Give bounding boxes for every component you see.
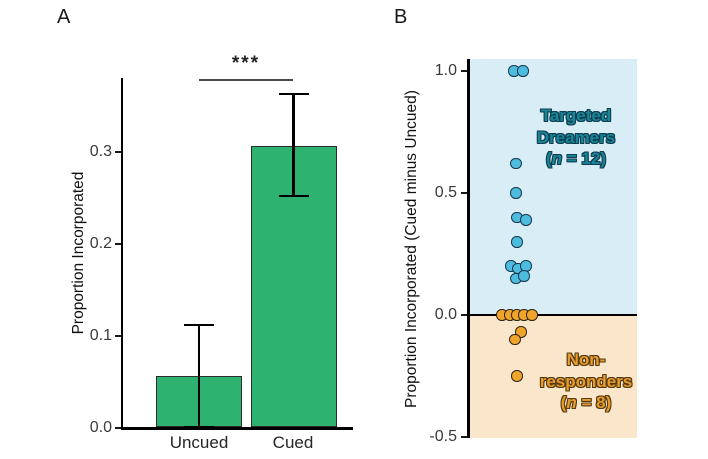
error-bar-cap-bottom: [278, 194, 309, 198]
panel-a-y-tick-mark: [115, 335, 121, 337]
data-point: [511, 236, 523, 248]
significance-line: [199, 79, 293, 81]
panel-a-y-axis: [121, 78, 123, 429]
targeted-line1: Targeted: [540, 106, 612, 125]
panel-b-y-tick-label: 0.0: [434, 306, 457, 323]
panel-b-label: B: [394, 6, 408, 28]
error-bar-cap-top: [278, 93, 309, 96]
non-n-count: (n = 8): [560, 393, 612, 412]
panel-a-y-tick-label: 0.3: [89, 143, 112, 160]
data-point: [515, 326, 527, 338]
targeted-dreamers-annotation: Targeted Dreamers (n = 12): [500, 105, 652, 170]
data-point: [520, 214, 532, 226]
error-bar-line: [292, 94, 295, 197]
targeted-line2: Dreamers: [536, 127, 616, 147]
panel-b-y-tick-label: 1.0: [434, 62, 457, 79]
data-point: [510, 187, 522, 199]
panel-a-x-tick-uncued: Uncued: [169, 433, 229, 452]
panel-b-zero-line: [470, 313, 637, 316]
panel-b-y-tick-label: -0.5: [429, 428, 457, 445]
non-line2: responders: [539, 371, 633, 391]
significance-stars: ***: [231, 53, 261, 74]
data-point: [517, 65, 529, 77]
panel-b-y-tick-mark: [461, 70, 467, 72]
non-line1: Non-: [566, 350, 606, 369]
panel-b-y-tick-mark: [461, 436, 467, 438]
data-point: [511, 370, 523, 382]
panel-a-y-tick-mark: [115, 151, 121, 153]
panel-a-y-tick-mark: [115, 243, 121, 245]
panel-a-y-tick-label: 0.2: [89, 235, 112, 252]
data-point: [526, 309, 538, 321]
panel-b-y-axis-title: Proportion Incorporated (Cued minus Uncu…: [403, 90, 420, 408]
data-point: [518, 270, 530, 282]
non-responders-annotation: Non- responders (n = 8): [510, 349, 662, 414]
panel-b-y-tick-mark: [461, 314, 467, 316]
panel-a-y-tick-label: 0.0: [89, 419, 112, 436]
panel-a-y-tick-label: 0.1: [89, 327, 112, 344]
panel-a-x-tick-cued: Cued: [272, 433, 314, 452]
panel-b-y-axis: [467, 59, 470, 438]
error-bar-cap-bottom: [184, 425, 214, 429]
targeted-n-count: (n = 12): [545, 149, 606, 168]
panel-a-label: A: [57, 6, 71, 28]
non-responders-region: [470, 315, 637, 438]
panel-b-y-tick-label: 0.5: [434, 184, 457, 201]
panel-a-y-axis-title: Proportion Incorporated: [70, 171, 87, 335]
panel-a-x-axis: [121, 427, 353, 430]
data-point: [510, 157, 522, 170]
data-point: [509, 333, 521, 346]
error-bar-cap-top: [184, 323, 214, 327]
panel-a-y-tick-mark: [115, 427, 121, 429]
error-bar-line: [197, 324, 201, 428]
panel-b-y-tick-mark: [461, 192, 467, 194]
targeted-dreamers-region: [470, 59, 637, 315]
